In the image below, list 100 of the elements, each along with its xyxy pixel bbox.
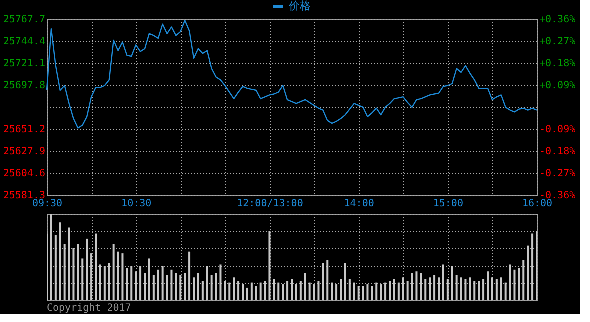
bar bbox=[384, 282, 387, 300]
bar bbox=[50, 214, 52, 300]
y2-tick-label: -0.18% bbox=[540, 146, 576, 158]
bar bbox=[228, 282, 231, 300]
bar bbox=[250, 282, 253, 300]
bar bbox=[456, 275, 458, 300]
bar bbox=[487, 272, 489, 300]
bar bbox=[491, 278, 494, 300]
bar bbox=[215, 273, 218, 300]
bar bbox=[72, 248, 75, 300]
y-tick-label: 25767.7 bbox=[3, 14, 46, 26]
x-tick-label: 09:30 bbox=[32, 198, 63, 210]
bar bbox=[148, 258, 150, 300]
bar bbox=[318, 281, 320, 300]
y-tick-label: 25627.9 bbox=[3, 146, 46, 158]
bar bbox=[224, 281, 226, 300]
bar bbox=[393, 279, 396, 300]
bar bbox=[180, 275, 182, 300]
bar bbox=[460, 278, 462, 300]
bar bbox=[474, 281, 476, 300]
bar bbox=[82, 258, 84, 300]
bar bbox=[278, 282, 280, 300]
bar bbox=[518, 268, 520, 300]
bar bbox=[366, 284, 369, 300]
x-tick-label: 14:00 bbox=[344, 198, 374, 210]
bar bbox=[340, 279, 342, 300]
bar bbox=[429, 278, 432, 300]
y2-tick-label: +0.18% bbox=[540, 58, 576, 70]
bar bbox=[184, 273, 186, 300]
bar bbox=[406, 281, 409, 300]
x-tick-label: 12:00/13:00 bbox=[237, 198, 304, 210]
y2-tick-label: -0.09% bbox=[540, 124, 576, 136]
bar bbox=[260, 282, 262, 300]
bar bbox=[398, 282, 400, 300]
bar bbox=[514, 270, 516, 300]
y2-tick-label: +0.36% bbox=[540, 14, 576, 26]
bar bbox=[268, 231, 271, 300]
bar bbox=[353, 282, 356, 300]
bar bbox=[264, 281, 266, 300]
bar bbox=[300, 281, 302, 300]
bar bbox=[326, 260, 329, 300]
bar bbox=[90, 254, 93, 300]
bar bbox=[210, 275, 213, 300]
bar bbox=[77, 244, 80, 300]
y-tick-label: 25604.6 bbox=[3, 168, 46, 180]
bar bbox=[389, 281, 391, 300]
bar bbox=[532, 234, 534, 300]
bar bbox=[478, 281, 480, 300]
bar bbox=[246, 288, 248, 300]
y2-tick-label: +0.09% bbox=[540, 80, 576, 92]
bar bbox=[282, 284, 284, 300]
bar bbox=[434, 275, 436, 300]
bar bbox=[112, 244, 115, 300]
bar bbox=[509, 264, 512, 300]
bar bbox=[416, 272, 418, 300]
y2-tick-label: -0.27% bbox=[540, 168, 576, 180]
bar bbox=[344, 263, 346, 300]
bar bbox=[188, 252, 191, 300]
bar bbox=[59, 222, 62, 300]
x-tick-label: 16:00 bbox=[522, 198, 553, 210]
bar bbox=[140, 266, 142, 300]
bar bbox=[170, 270, 173, 300]
bar bbox=[438, 278, 440, 300]
bar bbox=[122, 254, 124, 300]
bar bbox=[206, 266, 208, 300]
bar bbox=[135, 272, 138, 300]
bar bbox=[362, 286, 364, 300]
bar bbox=[242, 284, 244, 300]
bar bbox=[238, 281, 240, 300]
bar bbox=[295, 284, 298, 300]
y-tick-label: 25721.1 bbox=[3, 58, 46, 70]
bar bbox=[331, 282, 334, 300]
bar bbox=[522, 260, 525, 300]
bar bbox=[197, 273, 200, 300]
bar bbox=[322, 263, 324, 300]
bar bbox=[336, 284, 338, 300]
bar bbox=[108, 263, 110, 300]
bar bbox=[304, 273, 306, 300]
bar bbox=[358, 286, 360, 300]
bar bbox=[469, 278, 472, 300]
bar bbox=[500, 278, 502, 300]
bar bbox=[68, 228, 70, 300]
bar bbox=[313, 284, 316, 300]
y-tick-label: 25744.4 bbox=[3, 36, 46, 48]
bar bbox=[291, 279, 293, 300]
bar bbox=[104, 266, 106, 300]
bar bbox=[99, 264, 102, 300]
legend-label: 价格 bbox=[288, 0, 311, 12]
bar bbox=[402, 278, 404, 300]
bar bbox=[157, 270, 160, 300]
bar bbox=[376, 282, 378, 300]
y-tick-label: 25651.2 bbox=[3, 124, 46, 136]
bar bbox=[273, 279, 276, 300]
bar bbox=[95, 234, 97, 300]
bar bbox=[348, 279, 351, 300]
bar bbox=[255, 286, 258, 300]
bar bbox=[152, 275, 155, 300]
bar bbox=[420, 273, 422, 300]
bar bbox=[504, 282, 507, 300]
x-tick-label: 10:30 bbox=[122, 198, 152, 210]
